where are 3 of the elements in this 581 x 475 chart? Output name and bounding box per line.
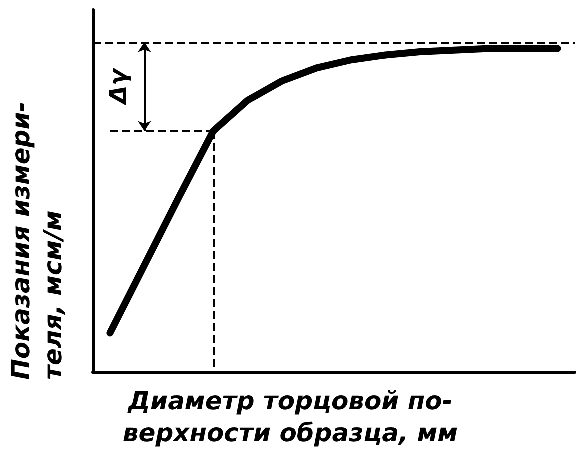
x-axis-title: Диаметр торцовой по- верхности образца, мм [122, 386, 458, 448]
y-axis-title: Показания измери- теля, мсм/м [6, 102, 68, 380]
annotation: Δγ [104, 68, 133, 106]
